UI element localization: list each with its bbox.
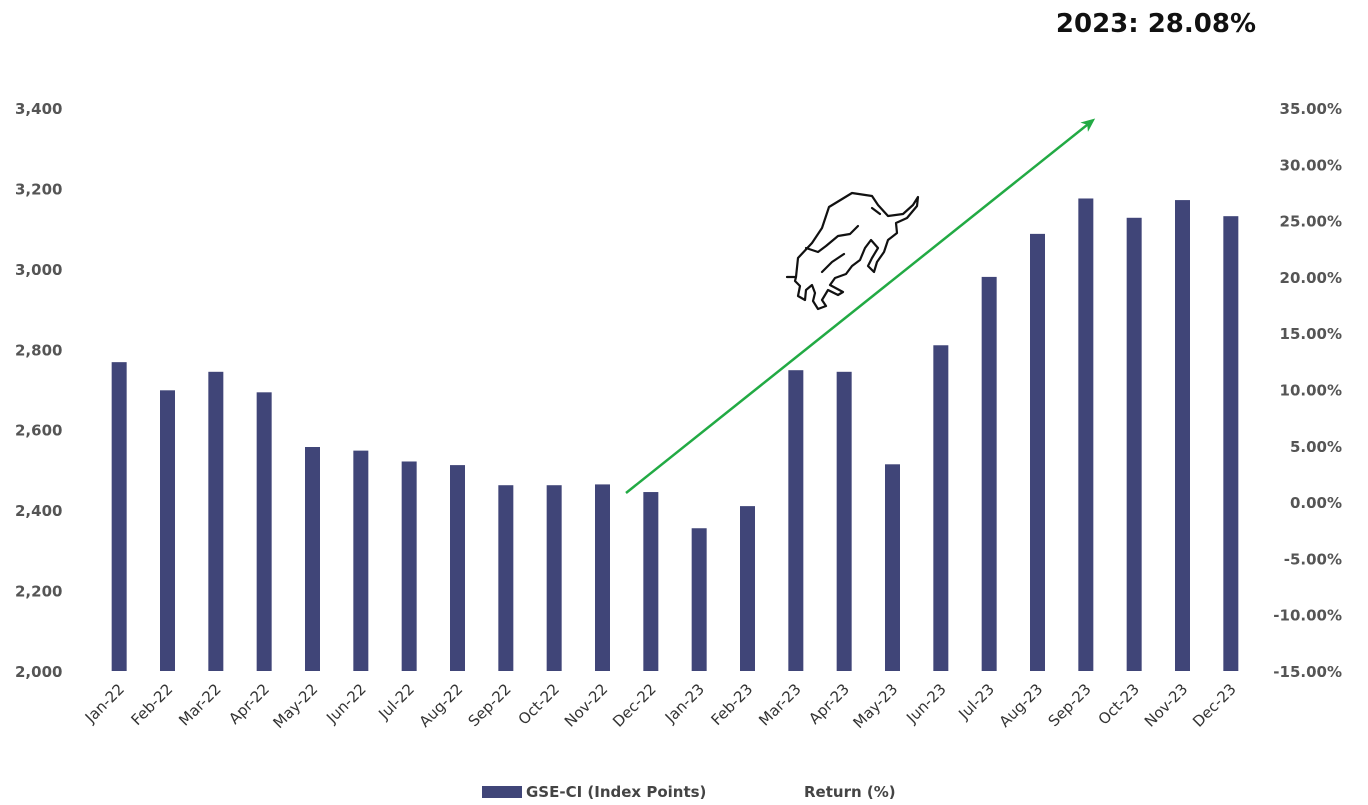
x-tick-label: Oct-22 [515, 680, 563, 728]
bar-feb-23 [740, 506, 755, 671]
bar-jun-23 [933, 345, 949, 671]
bar-nov-22 [595, 484, 610, 671]
x-tick-label: Jul-23 [954, 680, 998, 724]
x-tick-label: Sep-23 [1045, 680, 1095, 730]
bar-aug-22 [450, 465, 465, 671]
y-right-tick-label: -15.00% [1273, 663, 1342, 681]
bar-aug-23 [1030, 233, 1045, 671]
y-left-tick-label: 2,400 [15, 502, 62, 520]
bar-dec-23 [1223, 216, 1239, 671]
y-right-tick-label: -10.00% [1273, 607, 1342, 625]
x-tick-label: Nov-23 [1141, 680, 1191, 730]
x-tick-label: Aug-23 [996, 680, 1047, 731]
bar-apr-23 [836, 371, 852, 671]
y-left-tick-label: 2,800 [15, 341, 62, 359]
bar-may-22 [305, 447, 320, 671]
y-left-tick-label: 2,000 [15, 663, 62, 681]
bar-sep-23 [1078, 198, 1094, 671]
x-tick-label: Sep-22 [465, 680, 515, 730]
bar-mar-23 [788, 370, 804, 671]
bar-jun-22 [353, 450, 369, 671]
x-tick-label: Mar-23 [755, 680, 804, 729]
x-tick-label: Jun-22 [322, 680, 369, 727]
bar-nov-23 [1175, 200, 1190, 672]
x-tick-label: Jul-22 [374, 680, 418, 724]
bar-oct-23 [1126, 217, 1142, 671]
x-tick-label: May-23 [850, 680, 902, 732]
legend-swatch-gse-ci [482, 786, 522, 798]
y-left-tick-label: 3,200 [15, 180, 62, 198]
y-left-tick-label: 2,600 [15, 422, 62, 440]
x-tick-label: Feb-22 [127, 680, 176, 729]
legend: GSE-CI (Index Points) Return (%) [482, 783, 896, 801]
y-left-tick-label: 2,200 [15, 583, 62, 601]
y-right-tick-label: 20.00% [1280, 269, 1342, 287]
x-tick-label: Jun-23 [902, 680, 949, 727]
bar-sep-22 [498, 485, 514, 671]
x-tick-label: May-22 [270, 680, 322, 732]
x-tick-label: Jan-23 [661, 680, 708, 727]
y-right-tick-label: 35.00% [1280, 100, 1342, 118]
bar-mar-22 [208, 371, 224, 671]
bar-jan-22 [111, 362, 127, 671]
x-tick-label: Oct-23 [1095, 680, 1143, 728]
y-left-tick-label: 3,400 [15, 100, 62, 118]
legend-label-return: Return (%) [804, 783, 896, 801]
bar-jul-22 [401, 461, 417, 671]
bar-apr-22 [256, 392, 272, 671]
legend-label-gse-ci: GSE-CI (Index Points) [526, 783, 706, 801]
y-right-tick-label: 30.00% [1280, 156, 1342, 174]
trend-arrow [625, 118, 1096, 494]
return-annotation: 2023: 28.08% [1056, 9, 1256, 39]
y-right-tick-label: 0.00% [1290, 494, 1342, 512]
y-right-tick-label: 25.00% [1280, 213, 1342, 231]
x-tick-label: Apr-23 [805, 680, 853, 728]
y-right-tick-label: -5.00% [1284, 550, 1342, 568]
x-tick-label: Mar-22 [175, 680, 224, 729]
bar-may-23 [885, 464, 900, 671]
bar-jan-23 [691, 528, 707, 671]
bar-feb-22 [160, 390, 175, 671]
y-left-axis: 2,000 2,200 2,400 2,600 2,800 3,000 3,200 3,400 [15, 100, 62, 681]
bull-icon [785, 191, 920, 311]
x-tick-label: Jan-22 [81, 680, 128, 727]
bar-series [111, 198, 1239, 672]
x-tick-label: Aug-22 [416, 680, 467, 731]
x-tick-label: Nov-22 [561, 680, 611, 730]
x-tick-label: Feb-23 [707, 680, 756, 729]
x-tick-label: Dec-23 [1189, 680, 1240, 731]
y-right-axis: -15.00% -10.00% -5.00% 0.00% 5.00% 10.00% 15.0… [1273, 100, 1342, 681]
y-right-tick-label: 10.00% [1280, 382, 1342, 400]
bar-oct-22 [546, 485, 562, 671]
x-tick-label: Dec-22 [609, 680, 660, 731]
bar-dec-22 [643, 492, 659, 671]
y-right-tick-label: 15.00% [1280, 325, 1342, 343]
bar-jul-23 [981, 276, 997, 671]
x-tick-label: Apr-22 [225, 680, 273, 728]
y-right-tick-label: 5.00% [1290, 438, 1342, 456]
y-left-tick-label: 3,000 [15, 261, 62, 279]
